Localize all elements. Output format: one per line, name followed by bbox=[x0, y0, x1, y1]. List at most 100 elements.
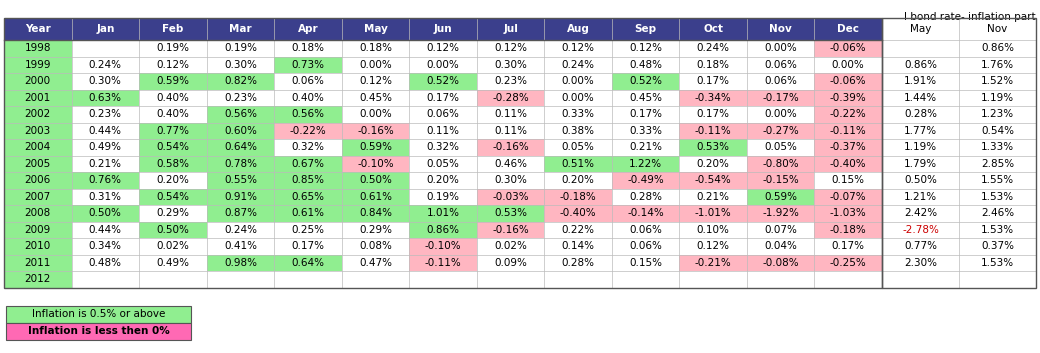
Bar bbox=[342, 172, 409, 189]
Text: -0.34%: -0.34% bbox=[695, 93, 731, 103]
Text: 0.50%: 0.50% bbox=[156, 225, 189, 235]
Text: 2008: 2008 bbox=[25, 208, 51, 218]
Text: 2001: 2001 bbox=[25, 93, 51, 103]
Bar bbox=[139, 73, 207, 90]
Bar bbox=[207, 18, 275, 40]
Text: 0.34%: 0.34% bbox=[88, 241, 122, 251]
Bar bbox=[207, 189, 275, 205]
Text: 0.56%: 0.56% bbox=[224, 109, 257, 119]
Text: 0.06%: 0.06% bbox=[629, 225, 662, 235]
Text: -0.17%: -0.17% bbox=[762, 93, 799, 103]
Text: 0.00%: 0.00% bbox=[426, 60, 460, 70]
Text: 0.30%: 0.30% bbox=[224, 60, 257, 70]
Text: -0.37%: -0.37% bbox=[830, 142, 866, 152]
Bar bbox=[814, 122, 882, 139]
Text: 0.06%: 0.06% bbox=[764, 76, 797, 86]
Bar bbox=[612, 18, 679, 40]
Text: 0.02%: 0.02% bbox=[494, 241, 527, 251]
Text: 1.33%: 1.33% bbox=[981, 142, 1014, 152]
Text: Jun: Jun bbox=[434, 24, 452, 34]
Text: 0.87%: 0.87% bbox=[224, 208, 257, 218]
Text: Mar: Mar bbox=[229, 24, 252, 34]
Bar bbox=[4, 73, 72, 90]
Bar bbox=[544, 18, 612, 40]
Bar bbox=[207, 122, 275, 139]
Text: 2009: 2009 bbox=[25, 225, 51, 235]
Text: 0.30%: 0.30% bbox=[494, 60, 527, 70]
Bar bbox=[476, 139, 544, 156]
Bar bbox=[747, 172, 814, 189]
Text: 0.15%: 0.15% bbox=[629, 258, 662, 268]
Text: 0.10%: 0.10% bbox=[697, 225, 730, 235]
Bar bbox=[612, 156, 679, 172]
Bar bbox=[72, 205, 139, 221]
Text: -0.08%: -0.08% bbox=[762, 258, 799, 268]
Text: 2007: 2007 bbox=[25, 192, 51, 202]
Bar bbox=[882, 18, 1036, 287]
Text: 0.00%: 0.00% bbox=[562, 76, 595, 86]
Bar bbox=[4, 189, 72, 205]
Text: 0.28%: 0.28% bbox=[562, 258, 595, 268]
Text: 0.06%: 0.06% bbox=[426, 109, 460, 119]
Bar bbox=[476, 18, 544, 40]
Text: 0.51%: 0.51% bbox=[562, 159, 595, 169]
Bar bbox=[4, 90, 72, 106]
Text: 0.12%: 0.12% bbox=[426, 43, 460, 53]
Text: 0.59%: 0.59% bbox=[764, 192, 798, 202]
Text: 0.40%: 0.40% bbox=[291, 93, 324, 103]
Bar bbox=[409, 205, 476, 221]
Text: 0.21%: 0.21% bbox=[629, 142, 662, 152]
Text: Oct: Oct bbox=[703, 24, 723, 34]
Text: 0.40%: 0.40% bbox=[156, 109, 189, 119]
Bar bbox=[342, 156, 409, 172]
Bar bbox=[814, 73, 882, 90]
Bar bbox=[4, 271, 72, 287]
Bar bbox=[207, 255, 275, 271]
Text: -0.06%: -0.06% bbox=[830, 43, 866, 53]
Text: -0.25%: -0.25% bbox=[830, 258, 866, 268]
Bar bbox=[275, 122, 342, 139]
Text: 0.50%: 0.50% bbox=[88, 208, 122, 218]
Text: 0.56%: 0.56% bbox=[291, 109, 324, 119]
Text: 0.30%: 0.30% bbox=[88, 76, 122, 86]
Text: 0.15%: 0.15% bbox=[832, 175, 864, 185]
Bar bbox=[409, 255, 476, 271]
Bar bbox=[814, 90, 882, 106]
Bar bbox=[814, 106, 882, 122]
Bar bbox=[275, 172, 342, 189]
Text: 0.12%: 0.12% bbox=[629, 43, 662, 53]
Bar bbox=[882, 18, 959, 40]
Bar bbox=[139, 156, 207, 172]
Text: 1.53%: 1.53% bbox=[981, 225, 1014, 235]
Bar bbox=[679, 255, 747, 271]
Bar bbox=[139, 221, 207, 238]
Text: 0.17%: 0.17% bbox=[426, 93, 460, 103]
Text: 0.30%: 0.30% bbox=[494, 175, 527, 185]
Text: -0.16%: -0.16% bbox=[357, 126, 394, 136]
Bar bbox=[6, 305, 191, 323]
Text: Nov: Nov bbox=[770, 24, 792, 34]
Text: 0.11%: 0.11% bbox=[494, 126, 527, 136]
Bar bbox=[679, 205, 747, 221]
Text: 1.44%: 1.44% bbox=[904, 93, 937, 103]
Text: 0.24%: 0.24% bbox=[88, 60, 122, 70]
Text: 0.24%: 0.24% bbox=[224, 225, 257, 235]
Text: 0.65%: 0.65% bbox=[291, 192, 324, 202]
Text: -0.22%: -0.22% bbox=[289, 126, 327, 136]
Text: Jan: Jan bbox=[96, 24, 114, 34]
Text: -0.80%: -0.80% bbox=[762, 159, 799, 169]
Text: 0.37%: 0.37% bbox=[981, 241, 1014, 251]
Text: -0.03%: -0.03% bbox=[492, 192, 529, 202]
Text: 0.78%: 0.78% bbox=[224, 159, 257, 169]
Text: 2006: 2006 bbox=[25, 175, 51, 185]
Bar bbox=[4, 156, 72, 172]
Text: 2.30%: 2.30% bbox=[904, 258, 937, 268]
Bar bbox=[476, 189, 544, 205]
Text: 0.29%: 0.29% bbox=[359, 225, 392, 235]
Text: -0.15%: -0.15% bbox=[762, 175, 799, 185]
Text: -0.11%: -0.11% bbox=[830, 126, 866, 136]
Text: 0.47%: 0.47% bbox=[359, 258, 392, 268]
Bar bbox=[476, 221, 544, 238]
Bar bbox=[4, 18, 882, 287]
Text: 0.64%: 0.64% bbox=[224, 142, 257, 152]
